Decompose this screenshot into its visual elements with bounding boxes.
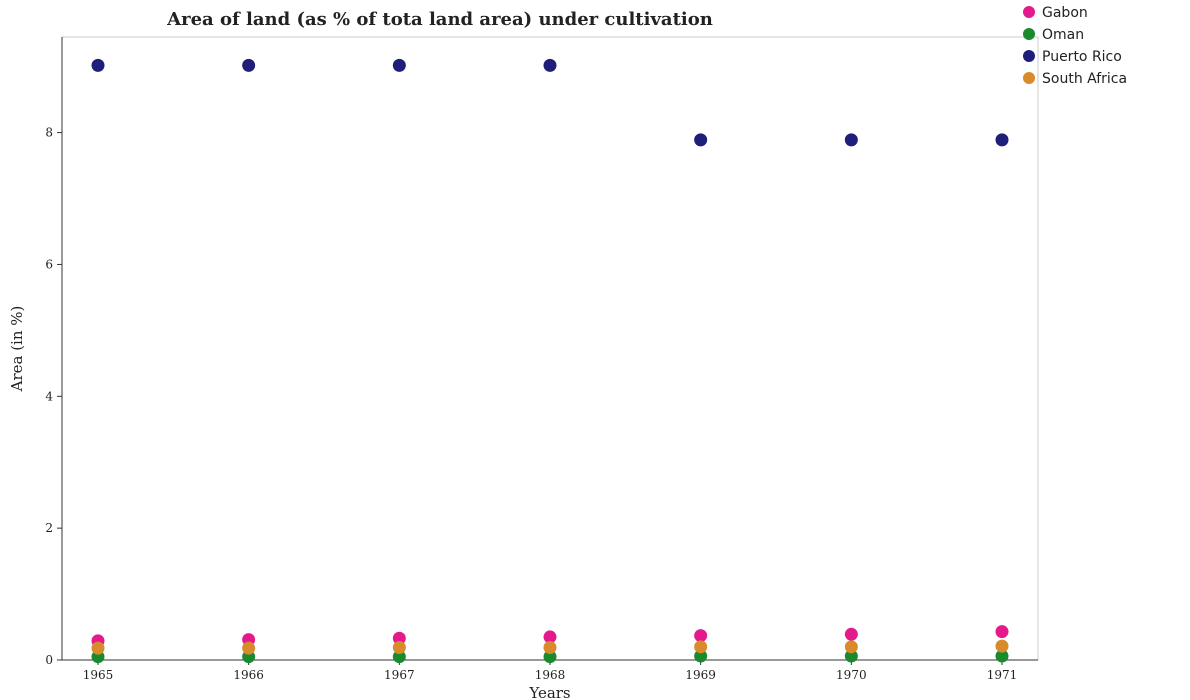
y-tick-label: 2 bbox=[45, 521, 53, 535]
x-tick-label: 1970 bbox=[836, 668, 867, 682]
data-point bbox=[995, 639, 1009, 653]
x-tick-label: 1967 bbox=[384, 668, 415, 682]
legend: Gabon Oman Puerto Rico South Africa bbox=[1023, 5, 1127, 87]
legend-marker bbox=[1023, 28, 1035, 40]
legend-marker bbox=[1023, 72, 1035, 84]
data-point bbox=[844, 133, 858, 147]
data-point bbox=[844, 649, 858, 663]
data-point bbox=[844, 627, 858, 641]
legend-label: South Africa bbox=[1042, 71, 1127, 87]
data-point bbox=[543, 640, 557, 654]
y-tick-label: 6 bbox=[45, 257, 53, 271]
data-point bbox=[694, 649, 708, 663]
chart-title: Area of land (as % of tota land area) un… bbox=[166, 9, 713, 30]
series-puerto-rico bbox=[91, 58, 1009, 147]
y-tick-label: 8 bbox=[45, 126, 53, 140]
y-tick-label: 4 bbox=[45, 389, 53, 403]
x-axis: 1965 1966 1967 1968 1969 1970 1971 bbox=[83, 660, 1018, 682]
data-point bbox=[543, 630, 557, 644]
x-tick-label: 1965 bbox=[83, 668, 114, 682]
legend-label: Puerto Rico bbox=[1042, 49, 1122, 65]
data-point bbox=[392, 631, 406, 645]
x-tick-label: 1966 bbox=[233, 668, 264, 682]
legend-marker bbox=[1023, 6, 1035, 18]
x-axis-title: Years bbox=[528, 684, 570, 700]
data-point bbox=[242, 58, 256, 72]
data-point bbox=[995, 649, 1009, 663]
data-point bbox=[694, 133, 708, 147]
data-point bbox=[995, 625, 1009, 639]
x-tick-label: 1971 bbox=[987, 668, 1018, 682]
data-point bbox=[543, 650, 557, 664]
legend-marker bbox=[1023, 50, 1035, 62]
data-point bbox=[91, 641, 105, 655]
data-point bbox=[995, 133, 1009, 147]
y-axis-title: Area (in %) bbox=[8, 306, 26, 393]
x-tick-label: 1968 bbox=[535, 668, 566, 682]
data-point bbox=[242, 641, 256, 655]
legend-label: Oman bbox=[1042, 27, 1084, 43]
data-point bbox=[844, 640, 858, 654]
x-tick-label: 1969 bbox=[685, 668, 716, 682]
data-point bbox=[392, 650, 406, 664]
series-layer bbox=[91, 58, 1009, 664]
data-point bbox=[91, 58, 105, 72]
y-axis: 0 2 4 6 8 bbox=[45, 126, 62, 667]
data-point bbox=[694, 640, 708, 654]
data-point bbox=[694, 629, 708, 643]
series-south-africa bbox=[91, 639, 1009, 655]
y-tick-label: 0 bbox=[45, 653, 53, 667]
data-point bbox=[543, 58, 557, 72]
data-point bbox=[392, 58, 406, 72]
legend-label: Gabon bbox=[1042, 5, 1088, 21]
data-point bbox=[392, 640, 406, 654]
